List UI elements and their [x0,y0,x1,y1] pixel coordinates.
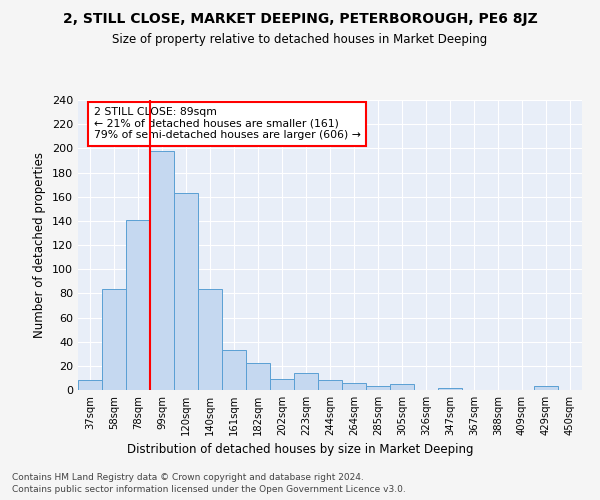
Bar [78,380,102,390]
Bar [366,386,390,390]
Bar [126,220,150,390]
Bar [174,193,198,390]
Bar [438,388,462,390]
Bar [270,379,294,390]
Text: 2 STILL CLOSE: 89sqm
← 21% of detached houses are smaller (161)
79% of semi-deta: 2 STILL CLOSE: 89sqm ← 21% of detached h… [94,108,361,140]
Text: Distribution of detached houses by size in Market Deeping: Distribution of detached houses by size … [127,442,473,456]
Y-axis label: Number of detached properties: Number of detached properties [34,152,46,338]
Bar [294,373,318,390]
Bar [150,151,174,390]
Bar [318,380,342,390]
Text: 2, STILL CLOSE, MARKET DEEPING, PETERBOROUGH, PE6 8JZ: 2, STILL CLOSE, MARKET DEEPING, PETERBOR… [62,12,538,26]
Text: Contains public sector information licensed under the Open Government Licence v3: Contains public sector information licen… [12,485,406,494]
Bar [222,350,246,390]
Bar [102,288,126,390]
Text: Size of property relative to detached houses in Market Deeping: Size of property relative to detached ho… [112,32,488,46]
Bar [246,364,270,390]
Text: Contains HM Land Registry data © Crown copyright and database right 2024.: Contains HM Land Registry data © Crown c… [12,472,364,482]
Bar [534,386,558,390]
Bar [390,384,414,390]
Bar [342,383,366,390]
Bar [198,288,222,390]
